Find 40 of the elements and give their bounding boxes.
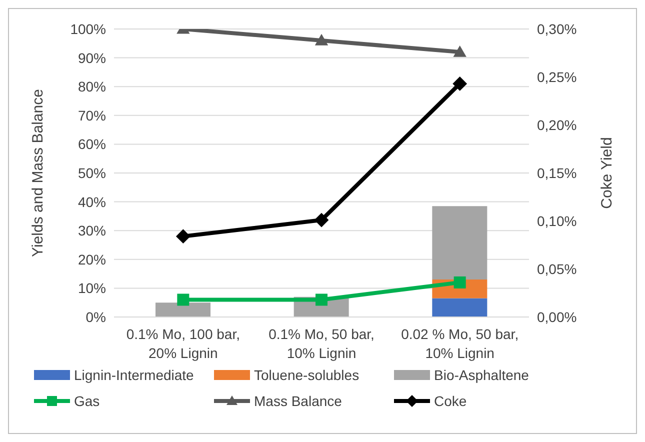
y-tick-label: 20% xyxy=(78,251,106,268)
y-tick-label: 50% xyxy=(78,164,106,181)
y2-tick-label: 0,15% xyxy=(537,164,577,181)
bar xyxy=(156,302,210,317)
point xyxy=(176,229,190,244)
y-tick-label: 90% xyxy=(78,50,106,66)
x-tick-label: 0.1% Mo, 100 bar, 20% Lignin xyxy=(126,326,240,361)
legend-label: Coke xyxy=(434,393,467,409)
point xyxy=(314,34,328,46)
y-tick-label: 70% xyxy=(78,107,106,124)
y-axis-title: Yields and Mass Balance xyxy=(29,89,46,257)
x-tick-label: 0.1% Mo, 50 bar, 10% Lignin xyxy=(268,326,374,361)
bar xyxy=(432,298,488,317)
bar xyxy=(432,206,488,280)
y-tick-label: 0% xyxy=(86,308,106,325)
y2-tick-label: 0,25% xyxy=(537,68,577,85)
y2-tick-label: 0,05% xyxy=(537,260,577,277)
legend-label: Gas xyxy=(74,393,100,409)
point xyxy=(454,276,466,288)
y-tick-label: 100% xyxy=(70,20,106,37)
point xyxy=(452,76,468,91)
y2-axis-title: Coke Yield xyxy=(598,137,616,209)
y-tick-label: 40% xyxy=(78,194,106,210)
y-tick-label: 80% xyxy=(78,78,106,95)
x-tick-label: 0.02 % Mo, 50 bar, 10% Lignin xyxy=(401,326,519,361)
y2-tick-label: 0,30% xyxy=(537,20,577,37)
y2-tick-label: 0,00% xyxy=(537,308,577,325)
y2-tick-label: 0,20% xyxy=(537,116,577,133)
y-tick-label: 60% xyxy=(78,136,106,152)
legend-label: Mass Balance xyxy=(254,393,342,409)
point xyxy=(314,212,329,228)
point xyxy=(316,294,328,306)
legend-label: Bio-Asphaltene xyxy=(434,367,529,383)
y-tick-label: 30% xyxy=(78,222,106,239)
y2-tick-label: 0,10% xyxy=(537,212,577,229)
legend-label: Lignin-Intermediate xyxy=(74,367,194,383)
point xyxy=(177,294,190,306)
point xyxy=(453,45,466,57)
legend-label: Toluene-solubles xyxy=(254,367,360,383)
y-tick-label: 10% xyxy=(78,280,106,296)
